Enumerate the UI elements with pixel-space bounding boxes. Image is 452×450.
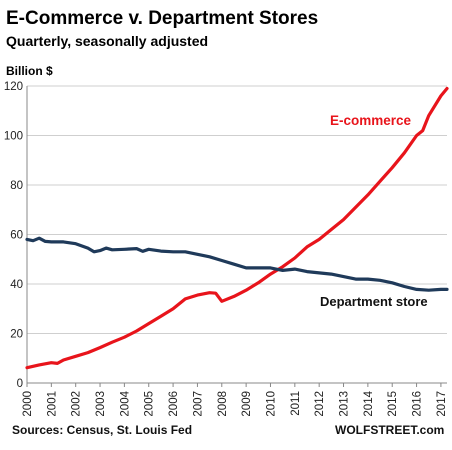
x-tick-label: 2010 <box>265 391 277 417</box>
x-tick-label: 2017 <box>436 391 448 417</box>
y-tick-label: 20 <box>10 329 23 341</box>
series <box>25 86 449 370</box>
x-tick-label: 2004 <box>119 390 131 416</box>
x-tick-label: 2011 <box>290 391 302 416</box>
series-line-e-commerce <box>25 86 449 370</box>
x-tick-label: 2002 <box>71 391 83 417</box>
x-axis-ticks: 2000 2001 2002 2003 2004 2005 2006 2007 2008 2009… <box>22 390 448 416</box>
x-tick-label: 2005 <box>144 391 156 417</box>
x-tick-label: 2000 <box>22 391 34 417</box>
y-axis-ticks: 0 20 40 60 80 100 120 <box>4 81 23 390</box>
x-tick-label: 2014 <box>363 390 375 416</box>
x-tick-label: 2003 <box>95 391 107 417</box>
x-tick-label: 2015 <box>387 391 399 417</box>
x-tick-label: 2006 <box>168 391 180 417</box>
y-tick-label: 80 <box>10 180 23 192</box>
chart-title: E-Commerce v. Department Stores <box>6 8 318 29</box>
y-tick-label: 120 <box>4 81 23 93</box>
axes <box>26 86 447 387</box>
department-store-series-label: Department store <box>320 294 428 309</box>
y-tick-label: 40 <box>10 279 23 291</box>
x-tick-label: 2012 <box>314 391 326 417</box>
y-tick-label: 0 <box>17 378 23 390</box>
x-tick-label: 2008 <box>217 391 229 417</box>
ecommerce-series-label: E-commerce <box>330 113 412 128</box>
brand-label: WOLFSTREET.com <box>335 423 444 437</box>
source-note: Sources: Census, St. Louis Fed <box>12 423 192 437</box>
x-tick-label: 2001 <box>46 391 58 417</box>
chart-subtitle: Quarterly, seasonally adjusted <box>6 33 208 49</box>
unit-label: Billion $ <box>6 64 53 78</box>
y-tick-label: 60 <box>10 230 23 242</box>
x-tick-label: 2007 <box>192 391 204 417</box>
x-tick-label: 2013 <box>339 391 351 417</box>
series-line-department-store <box>25 236 449 292</box>
x-tick-label: 2009 <box>241 391 253 417</box>
y-tick-label: 100 <box>4 131 23 143</box>
grid <box>27 85 447 334</box>
x-tick-label: 2016 <box>412 391 424 417</box>
